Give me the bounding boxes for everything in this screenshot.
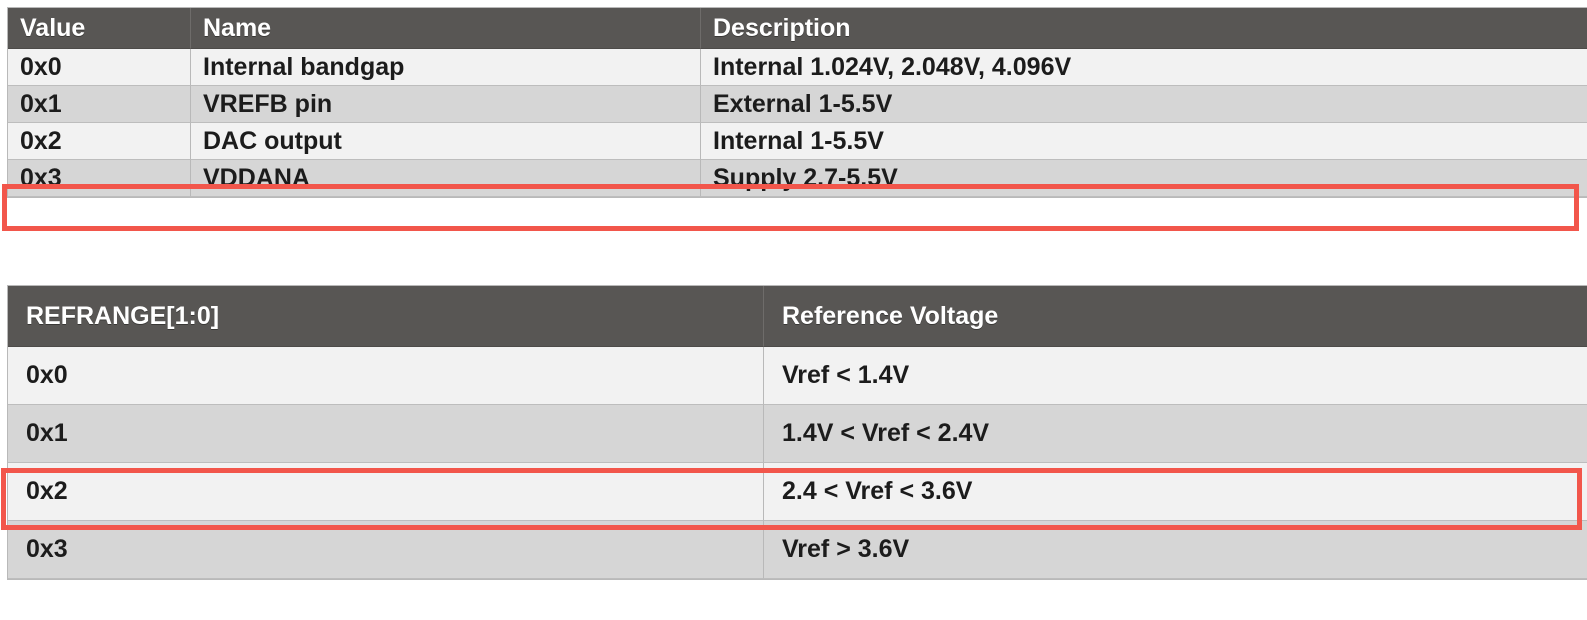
cell-name: VREFB pin bbox=[191, 86, 701, 123]
table-row: 0x2 DAC output Internal 1-5.5V bbox=[8, 123, 1587, 160]
cell-description: Internal 1.024V, 2.048V, 4.096V bbox=[701, 49, 1587, 86]
cell-description: External 1-5.5V bbox=[701, 86, 1587, 123]
table-row: 0x1 1.4V < Vref < 2.4V bbox=[8, 405, 1587, 463]
vref-selection-table-body: 0x0 Internal bandgap Internal 1.024V, 2.… bbox=[8, 49, 1587, 197]
column-header-value: Value bbox=[8, 8, 191, 49]
column-header-name: Name bbox=[191, 8, 701, 49]
cell-reference-voltage: 2.4 < Vref < 3.6V bbox=[764, 463, 1587, 521]
cell-value: 0x2 bbox=[8, 123, 191, 160]
vref-selection-table: Value Name Description 0x0 Internal band… bbox=[8, 8, 1587, 197]
table-header-row: REFRANGE[1:0] Reference Voltage bbox=[8, 286, 1587, 347]
cell-name: Internal bandgap bbox=[191, 49, 701, 86]
column-header-description: Description bbox=[701, 8, 1587, 49]
cell-value: 0x0 bbox=[8, 49, 191, 86]
cell-value: 0x1 bbox=[8, 86, 191, 123]
table-row-highlighted: 0x2 2.4 < Vref < 3.6V bbox=[8, 463, 1587, 521]
column-header-reference-voltage: Reference Voltage bbox=[764, 286, 1587, 347]
refrange-table: REFRANGE[1:0] Reference Voltage 0x0 Vref… bbox=[8, 286, 1587, 579]
cell-value: 0x3 bbox=[8, 521, 764, 579]
cell-reference-voltage: Vref < 1.4V bbox=[764, 347, 1587, 405]
cell-value: 0x0 bbox=[8, 347, 764, 405]
cell-description: Internal 1-5.5V bbox=[701, 123, 1587, 160]
cell-value: 0x1 bbox=[8, 405, 764, 463]
refrange-table-header: REFRANGE[1:0] Reference Voltage bbox=[8, 286, 1587, 347]
cell-description: Supply 2.7-5.5V bbox=[701, 160, 1587, 197]
table-row: 0x0 Internal bandgap Internal 1.024V, 2.… bbox=[8, 49, 1587, 86]
table-header-row: Value Name Description bbox=[8, 8, 1587, 49]
table-row-highlighted: 0x3 VDDANA Supply 2.7-5.5V bbox=[8, 160, 1587, 197]
table-row: 0x3 Vref > 3.6V bbox=[8, 521, 1587, 579]
cell-reference-voltage: Vref > 3.6V bbox=[764, 521, 1587, 579]
cell-reference-voltage: 1.4V < Vref < 2.4V bbox=[764, 405, 1587, 463]
column-header-refrange: REFRANGE[1:0] bbox=[8, 286, 764, 347]
cell-value: 0x2 bbox=[8, 463, 764, 521]
table-row: 0x0 Vref < 1.4V bbox=[8, 347, 1587, 405]
vref-selection-table-header: Value Name Description bbox=[8, 8, 1587, 49]
refrange-table-body: 0x0 Vref < 1.4V 0x1 1.4V < Vref < 2.4V 0… bbox=[8, 347, 1587, 579]
cell-name: VDDANA bbox=[191, 160, 701, 197]
cell-value: 0x3 bbox=[8, 160, 191, 197]
cell-name: DAC output bbox=[191, 123, 701, 160]
table-row: 0x1 VREFB pin External 1-5.5V bbox=[8, 86, 1587, 123]
